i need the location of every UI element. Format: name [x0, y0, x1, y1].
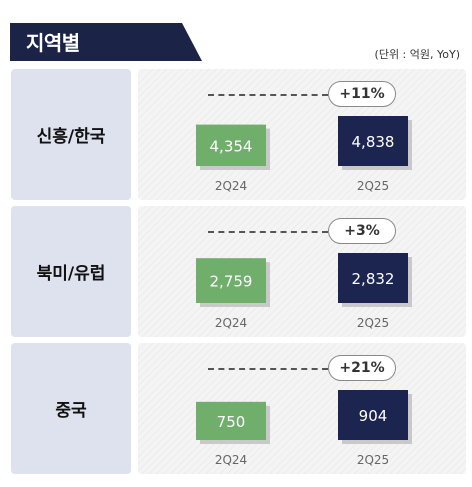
title-banner: 지역별	[10, 23, 202, 61]
bar-value-label: 904	[359, 407, 388, 425]
category-label: 2Q24	[215, 179, 247, 193]
category-label: 2Q25	[357, 453, 389, 467]
growth-badge: +11%	[328, 81, 396, 107]
region-label: 북미/유럽	[11, 206, 131, 337]
growth-connector-line	[208, 94, 328, 96]
category-label: 2Q25	[357, 179, 389, 193]
bar-2q24	[196, 258, 266, 303]
bar-value-label: 4,354	[210, 137, 253, 155]
growth-connector-line	[208, 368, 328, 370]
bar-chart: 750 2Q24 904 2Q25	[196, 390, 412, 467]
bar-2q25	[338, 390, 408, 440]
bar-2q25	[338, 253, 408, 303]
region-panel: 신흥/한국 4,354 2Q24 4,838 2Q25 +11%	[11, 69, 466, 200]
growth-badge: +21%	[328, 355, 396, 381]
growth-badge: +3%	[328, 218, 396, 244]
bar-chart: 2,759 2Q24 2,832 2Q25	[196, 253, 412, 330]
region-panel: 중국 750 2Q24 904 2Q25 +21%	[11, 343, 466, 474]
bar-value-label: 2,832	[352, 270, 395, 288]
category-label: 2Q25	[357, 316, 389, 330]
category-label: 2Q24	[215, 316, 247, 330]
category-label: 2Q24	[215, 453, 247, 467]
growth-connector-line	[208, 231, 328, 233]
chart-area: 4,354 2Q24 4,838 2Q25 +11%	[138, 69, 466, 200]
chart-area: 750 2Q24 904 2Q25 +21%	[138, 343, 466, 474]
bar-value-label: 750	[217, 413, 246, 431]
region-label: 신흥/한국	[11, 69, 131, 200]
title-banner-shape	[10, 23, 202, 61]
bar-2q24	[196, 124, 266, 166]
bar-value-label: 2,759	[210, 273, 253, 291]
bar-2q24	[196, 401, 266, 440]
page-title: 지역별	[26, 31, 80, 55]
chart-area: 2,759 2Q24 2,832 2Q25 +3%	[138, 206, 466, 337]
region-label: 중국	[11, 343, 131, 474]
bar-2q25	[338, 116, 408, 166]
region-panel: 북미/유럽 2,759 2Q24 2,832 2Q25 +3%	[11, 206, 466, 337]
unit-note: (단위 : 억원, YoY)	[374, 48, 460, 61]
bar-chart: 4,354 2Q24 4,838 2Q25	[196, 116, 412, 193]
bar-value-label: 4,838	[352, 133, 395, 151]
